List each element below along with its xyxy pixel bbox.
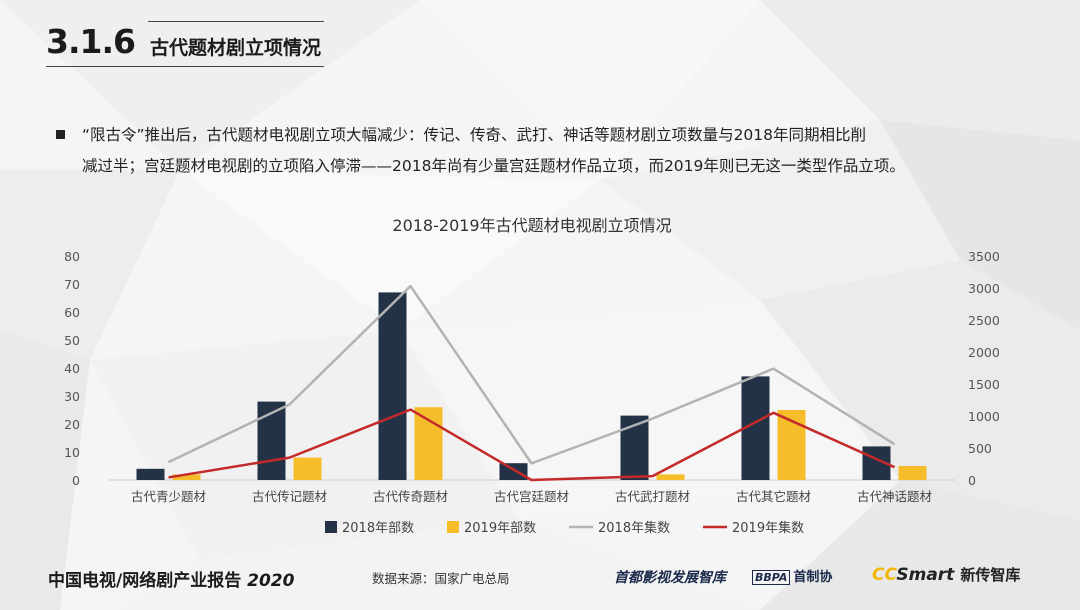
y-left-tick-label: 40	[64, 361, 80, 376]
bar-2018-2	[378, 292, 407, 480]
logo-bbpa: BBPA 首制协	[752, 566, 832, 585]
section-number: 3.1.6	[46, 22, 136, 61]
chart: 2018-2019年古代题材电视剧立项情况 01020304050607080 …	[64, 216, 1000, 536]
y-right-tick-label: 1000	[968, 409, 1000, 424]
y-left-tick-label: 30	[64, 389, 80, 404]
x-tick-label: 古代其它题材	[736, 489, 811, 504]
y-left-tick-label: 0	[72, 473, 80, 488]
footer-data-source: 数据来源：国家广电总局	[372, 571, 510, 586]
bar-2019-4	[656, 474, 685, 480]
footer-report-name: 中国电视/网络剧产业报告	[48, 571, 242, 591]
logo-ccsmart-cc: CC	[872, 565, 897, 585]
x-tick-label: 古代青少题材	[131, 489, 206, 504]
legend-label: 2018年集数	[598, 520, 670, 536]
y-left-tick-label: 20	[64, 417, 80, 432]
legend-swatch	[447, 521, 459, 533]
logo-bbpa-text: 首制协	[793, 570, 833, 585]
section-title: 古代题材剧立项情况	[150, 37, 322, 59]
bar-2019-0	[172, 474, 201, 480]
header-rule-top	[148, 21, 324, 22]
header-rule-bottom	[46, 66, 324, 67]
legend-label: 2018年部数	[342, 521, 414, 536]
footer-report-title: 中国电视/网络剧产业报告 2020	[48, 566, 294, 591]
logo-bbpa-box: BBPA	[752, 570, 791, 585]
legend-label: 2019年部数	[464, 521, 536, 536]
logo-capital-film-think-tank: 首都影视发展智库	[614, 570, 726, 586]
y-right-tick-label: 2000	[968, 345, 1000, 360]
y-left-tick-label: 70	[64, 277, 80, 292]
x-tick-label: 古代宫廷题材	[494, 489, 569, 504]
x-tick-label: 古代传记题材	[252, 489, 327, 504]
line-series-0	[167, 284, 896, 465]
body-paragraph: “限古令”推出后，古代题材电视剧立项大幅减少：传记、传奇、武打、神话等题材剧立项…	[82, 120, 1042, 182]
x-tick-label: 古代传奇题材	[373, 489, 448, 504]
y-right-tick-label: 500	[968, 441, 992, 456]
x-tick-label: 古代武打题材	[615, 489, 690, 504]
line-series-1	[168, 408, 896, 482]
logo-ccsmart: CCSmart 新传智库	[872, 564, 1020, 585]
y-right-tick-label: 1500	[968, 377, 1000, 392]
y-right-tick-label: 3500	[968, 249, 1000, 264]
bar-2018-3	[499, 463, 528, 480]
bar-2019-1	[293, 457, 322, 480]
y-right-tick-label: 3000	[968, 281, 1000, 296]
footer-report-year: 2020	[247, 571, 295, 591]
y-left-tick-label: 50	[64, 333, 80, 348]
chart-title: 2018-2019年古代题材电视剧立项情况	[392, 216, 671, 235]
body-line-2: 减过半；宫廷题材电视剧的立项陷入停滞——2018年尚有少量宫廷题材作品立项，而2…	[82, 157, 905, 175]
bar-2019-2	[414, 407, 443, 480]
logo-ccsmart-smart: Smart	[896, 565, 955, 585]
y-left-tick-label: 10	[64, 445, 80, 460]
bar-2018-1	[257, 401, 286, 480]
legend-swatch	[325, 521, 337, 533]
y-right-tick-label: 2500	[968, 313, 1000, 328]
logo-ccsmart-cn: 新传智库	[960, 566, 1021, 584]
bar-2018-0	[136, 468, 165, 480]
y-left-tick-label: 80	[64, 249, 80, 264]
y-right-tick-label: 0	[968, 473, 976, 488]
bullet-square	[56, 130, 65, 139]
x-tick-label: 古代神话题材	[857, 489, 932, 504]
body-line-1: “限古令”推出后，古代题材电视剧立项大幅减少：传记、传奇、武打、神话等题材剧立项…	[82, 126, 867, 144]
y-left-tick-label: 60	[64, 305, 80, 320]
bar-2019-6	[898, 466, 927, 480]
legend-label: 2019年集数	[732, 520, 804, 536]
